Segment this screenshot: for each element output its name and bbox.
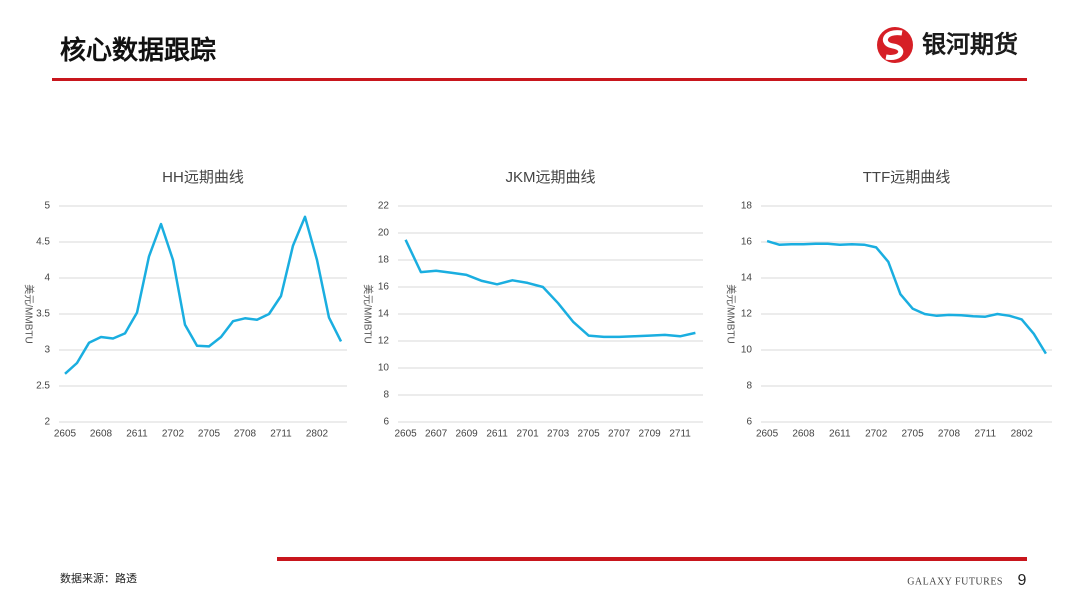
x-tick-label: 2708	[234, 429, 257, 440]
x-tick-label: 2702	[865, 429, 888, 440]
y-axis-label: 美元/MMBTU	[361, 284, 374, 343]
x-tick-label: 2609	[456, 429, 479, 440]
y-tick-label: 2.5	[36, 381, 50, 392]
x-tick-label: 2711	[270, 429, 292, 440]
x-tick-label: 2608	[792, 429, 815, 440]
data-line	[404, 239, 696, 339]
source-note: 数据来源：路透	[60, 571, 137, 585]
y-tick-label: 18	[378, 255, 390, 266]
logo-swoosh	[882, 30, 904, 60]
footer-rule	[277, 557, 1027, 561]
x-tick-label: 2611	[126, 429, 148, 440]
y-tick-label: 20	[378, 228, 390, 239]
x-tick-label: 2708	[938, 429, 961, 440]
company-name: GALAXY FUTURES	[907, 576, 1003, 587]
x-tick-label: 2707	[608, 429, 631, 440]
x-tick-label: 2605	[395, 429, 418, 440]
y-tick-label: 10	[741, 345, 753, 356]
x-tick-label: 2605	[756, 429, 779, 440]
x-tick-label: 2611	[829, 429, 851, 440]
x-tick-label: 2802	[306, 429, 329, 440]
brand-name: 银河期货	[922, 30, 1018, 58]
y-tick-label: 6	[383, 417, 389, 428]
y-tick-label: 22	[378, 201, 390, 212]
y-tick-label: 12	[741, 309, 753, 320]
chart-title: HH远期曲线	[162, 169, 244, 186]
y-tick-label: 14	[378, 309, 390, 320]
y-axis-label: 美元/MMBTU	[724, 284, 737, 343]
y-tick-label: 16	[378, 282, 390, 293]
x-tick-label: 2611	[486, 429, 508, 440]
x-tick-label: 2709	[639, 429, 662, 440]
x-tick-label: 2607	[425, 429, 448, 440]
logo: 银河期货	[877, 27, 1018, 63]
y-tick-label: 3	[44, 345, 50, 356]
chart-title: JKM远期曲线	[505, 169, 595, 186]
x-tick-label: 2705	[198, 429, 221, 440]
y-tick-label: 10	[378, 363, 390, 374]
y-tick-label: 6	[746, 417, 752, 428]
y-tick-label: 16	[741, 237, 753, 248]
y-tick-label: 14	[741, 273, 753, 284]
x-tick-label: 2701	[517, 429, 540, 440]
y-tick-label: 12	[378, 336, 390, 347]
page-number: 9	[1018, 572, 1027, 589]
x-tick-label: 2705	[578, 429, 601, 440]
data-line	[766, 239, 1047, 355]
y-axis-label: 美元/MMBTU	[22, 284, 35, 343]
x-tick-label: 2608	[90, 429, 113, 440]
x-tick-label: 2703	[547, 429, 570, 440]
y-tick-label: 5	[44, 201, 50, 212]
y-tick-label: 3.5	[36, 309, 50, 320]
chart-title: TTF远期曲线	[863, 169, 951, 186]
x-tick-label: 2702	[162, 429, 185, 440]
y-tick-label: 2	[44, 417, 50, 428]
y-tick-label: 8	[383, 390, 389, 401]
x-tick-label: 2711	[669, 429, 691, 440]
y-tick-label: 4	[44, 273, 50, 284]
x-tick-label: 2605	[54, 429, 77, 440]
x-tick-label: 2711	[975, 429, 997, 440]
slide-title: 核心数据跟踪	[60, 35, 216, 65]
y-tick-label: 4.5	[36, 237, 50, 248]
y-tick-label: 18	[741, 201, 753, 212]
header-rule	[52, 78, 1027, 81]
data-line	[64, 215, 343, 375]
x-tick-label: 2802	[1011, 429, 1034, 440]
y-tick-label: 8	[746, 381, 752, 392]
x-tick-label: 2705	[901, 429, 924, 440]
